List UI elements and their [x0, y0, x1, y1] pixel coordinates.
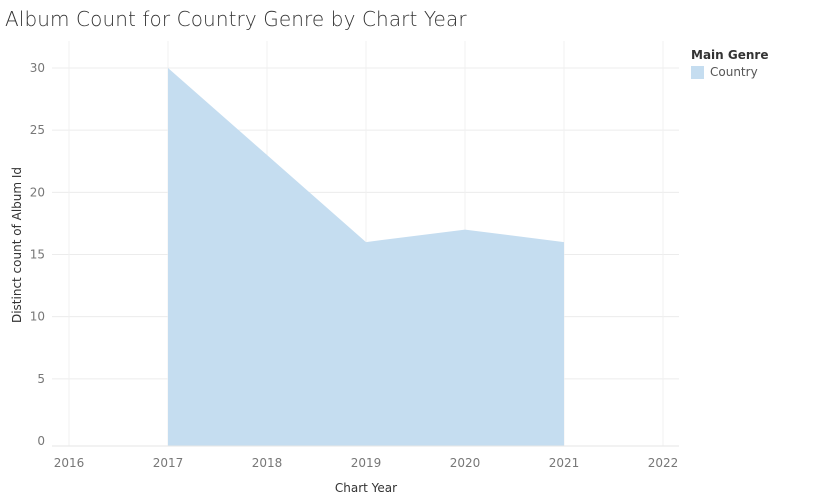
x-tick-label: 2017: [153, 456, 184, 470]
y-tick-label: 25: [30, 123, 45, 137]
x-axis-ticks: 2016 2017 2018 2019 2020 2021 2022: [54, 456, 679, 470]
legend-swatch: [691, 65, 704, 79]
data-point[interactable]: [263, 151, 271, 159]
area-series-country[interactable]: [168, 68, 564, 446]
data-point[interactable]: [164, 64, 172, 72]
y-tick-label: 15: [30, 248, 45, 262]
y-axis-ticks: 0 5 10 15 20 25 30: [30, 61, 45, 448]
y-tick-label: 20: [30, 185, 45, 199]
y-tick-label: 5: [37, 372, 45, 386]
y-axis-label: Distinct count of Album Id: [10, 167, 24, 323]
legend-item-country[interactable]: Country: [691, 65, 768, 79]
x-tick-label: 2022: [648, 456, 679, 470]
y-tick-label: 30: [30, 61, 45, 75]
data-point[interactable]: [362, 238, 370, 246]
y-tick-label: 0: [37, 434, 45, 448]
area-series: [164, 64, 568, 446]
x-tick-label: 2021: [549, 456, 580, 470]
x-tick-label: 2016: [54, 456, 85, 470]
x-tick-label: 2020: [450, 456, 481, 470]
chart-title: Album Count for Country Genre by Chart Y…: [5, 7, 467, 31]
data-point[interactable]: [461, 226, 469, 234]
legend: Main Genre Country: [691, 48, 768, 79]
x-axis-label: Chart Year: [335, 481, 397, 495]
x-tick-label: 2018: [252, 456, 283, 470]
legend-title: Main Genre: [691, 48, 769, 62]
y-tick-label: 10: [30, 310, 45, 324]
x-tick-label: 2019: [351, 456, 382, 470]
data-point[interactable]: [560, 238, 568, 246]
legend-item-label: Country: [710, 65, 758, 79]
